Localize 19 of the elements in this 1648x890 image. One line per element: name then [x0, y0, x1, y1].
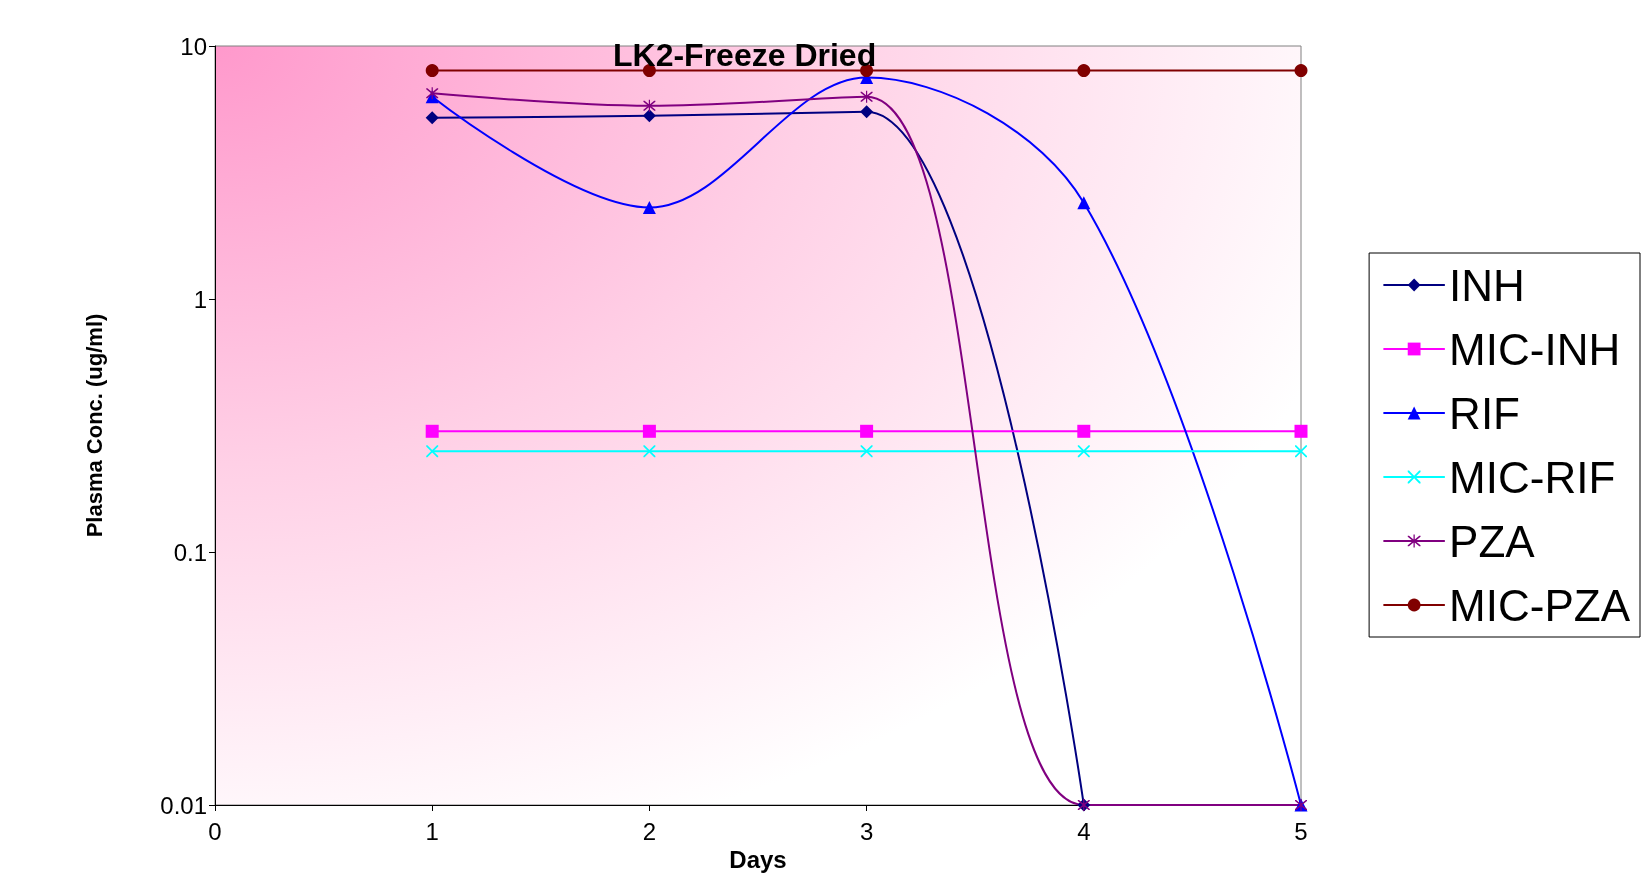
legend-label: MIC-INH: [1449, 324, 1621, 374]
legend-label: RIF: [1449, 388, 1521, 438]
x-tick-label: 1: [425, 817, 439, 845]
y-tick-label: 1: [193, 285, 207, 313]
chart-title: LK2-Freeze Dried: [613, 37, 877, 73]
y-axis-title: Plasma Conc. (ug/ml): [81, 313, 107, 538]
y-tick-label: 0.1: [173, 538, 207, 566]
legend-label: INH: [1449, 260, 1525, 310]
y-tick-label: 0.01: [160, 791, 207, 819]
x-tick-label: 2: [642, 817, 657, 845]
legend-label: MIC-RIF: [1449, 452, 1616, 502]
x-tick-label: 0: [208, 817, 222, 845]
y-tick-label: 10: [180, 32, 207, 60]
x-tick-label: 4: [1077, 817, 1091, 845]
x-axis-title: Days: [729, 846, 787, 874]
legend-label: PZA: [1449, 516, 1536, 566]
x-tick-label: 3: [859, 817, 874, 845]
x-tick-label: 5: [1294, 817, 1308, 845]
legend-label: MIC-PZA: [1449, 580, 1631, 630]
